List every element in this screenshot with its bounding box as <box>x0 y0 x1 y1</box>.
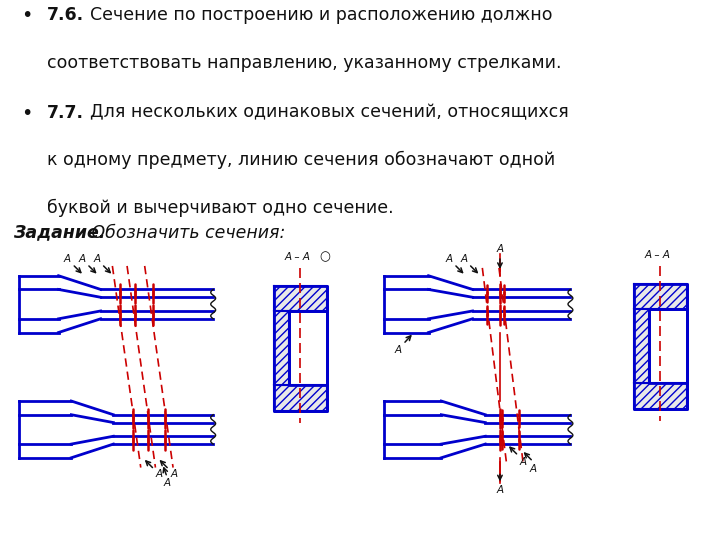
Bar <box>634 284 687 309</box>
Bar <box>274 311 289 386</box>
Text: соответствовать направлению, указанному стрелками.: соответствовать направлению, указанному … <box>47 54 562 72</box>
Text: 7.7.: 7.7. <box>47 104 84 122</box>
Text: A: A <box>93 254 100 264</box>
Text: 7.6.: 7.6. <box>47 6 84 24</box>
Text: A: A <box>78 254 86 264</box>
Text: A: A <box>520 457 527 467</box>
Text: Для нескольких одинаковых сечений, относящихся: Для нескольких одинаковых сечений, относ… <box>90 104 569 122</box>
Text: Обозначить сечения:: Обозначить сечения: <box>86 224 286 241</box>
Text: к одному предмету, линию сечения обозначают одной: к одному предмету, линию сечения обознач… <box>47 151 555 170</box>
Text: A: A <box>395 345 402 355</box>
Text: A: A <box>156 469 163 480</box>
Text: A: A <box>460 254 467 264</box>
Text: •: • <box>22 104 33 123</box>
Text: A: A <box>64 254 71 264</box>
Text: A: A <box>163 478 171 488</box>
Text: A: A <box>446 254 453 264</box>
Text: A: A <box>530 463 537 474</box>
Text: ○: ○ <box>319 250 330 263</box>
Bar <box>274 286 327 311</box>
Text: A – A: A – A <box>645 250 671 260</box>
Bar <box>274 386 327 411</box>
Text: •: • <box>22 6 33 25</box>
Bar <box>634 383 687 409</box>
Text: A: A <box>496 485 503 495</box>
Text: буквой и вычерчивают одно сечение.: буквой и вычерчивают одно сечение. <box>47 199 393 217</box>
Text: Задание.: Задание. <box>13 224 105 241</box>
Text: A: A <box>496 244 503 254</box>
Text: A: A <box>171 469 178 480</box>
Text: A – A: A – A <box>284 252 310 262</box>
Bar <box>634 309 649 383</box>
Text: Сечение по построению и расположению должно: Сечение по построению и расположению дол… <box>90 6 552 24</box>
